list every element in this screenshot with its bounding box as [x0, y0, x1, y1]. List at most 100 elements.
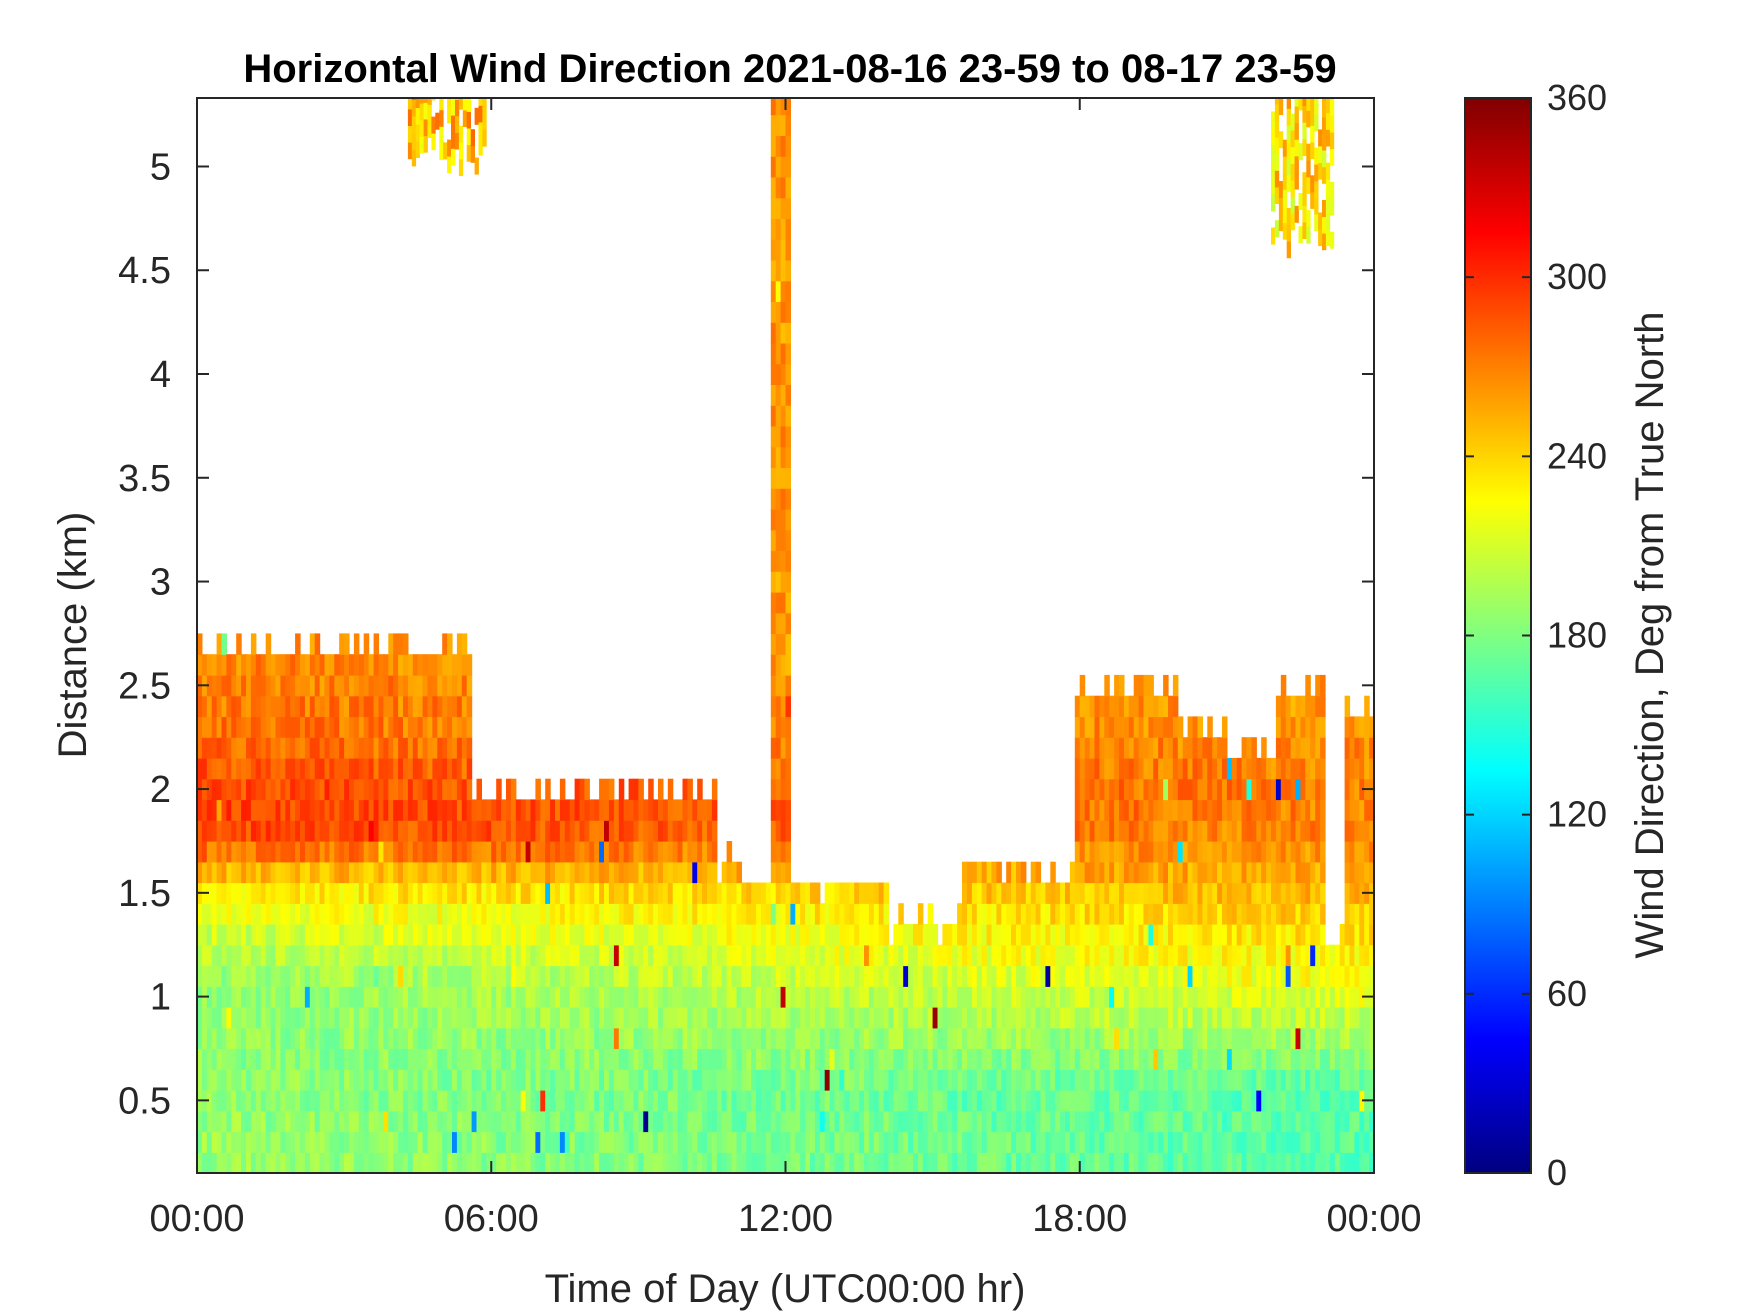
heatmap-cell [304, 674, 311, 697]
heatmap-cell [770, 841, 777, 863]
heatmap-cell [437, 1048, 443, 1070]
heatmap-cell [947, 1069, 953, 1091]
heatmap-cell [1271, 1027, 1277, 1050]
heatmap-cell [604, 820, 610, 842]
heatmap-cell [451, 148, 456, 166]
heatmap-cell [407, 109, 413, 126]
heatmap-cell [471, 944, 478, 967]
heatmap-cell [476, 944, 482, 967]
heatmap-cell [761, 1131, 767, 1153]
heatmap-cell [1344, 757, 1351, 780]
heatmap-cell [486, 903, 492, 925]
heatmap-cell [805, 1131, 811, 1153]
heatmap-cell [1177, 1027, 1184, 1050]
heatmap-cell [1202, 1152, 1208, 1173]
heatmap-cell [829, 944, 836, 967]
heatmap-cell [780, 488, 787, 510]
heatmap-cell [883, 1027, 890, 1050]
heatmap-cell [427, 674, 433, 697]
heatmap-cell [378, 674, 384, 697]
heatmap-cell [569, 986, 576, 1008]
heatmap-cell [731, 861, 738, 884]
heatmap-cell [756, 1069, 762, 1091]
heatmap-cell [1236, 1027, 1243, 1050]
heatmap-cell [638, 1131, 644, 1153]
heatmap-cell [378, 1027, 384, 1050]
heatmap-cell [589, 944, 595, 967]
heatmap-cell [1280, 674, 1287, 697]
heatmap-cell [814, 965, 821, 987]
heatmap-cell [726, 882, 733, 904]
heatmap-cell [952, 986, 958, 1008]
heatmap-cell [604, 861, 610, 884]
heatmap-cell [854, 1027, 860, 1050]
heatmap-cell [873, 924, 880, 946]
heatmap-cell [785, 612, 791, 635]
heatmap-cell [1187, 716, 1194, 738]
heatmap-cell [1241, 903, 1248, 925]
heatmap-cell [250, 986, 257, 1008]
heatmap-cell [1285, 1131, 1292, 1153]
heatmap-cell [211, 820, 218, 842]
heatmap-cell [775, 98, 782, 116]
heatmap-cell [849, 1027, 855, 1050]
heatmap-cell [1006, 1069, 1012, 1091]
heatmap-cell [962, 1007, 968, 1029]
heatmap-cell [461, 1131, 468, 1153]
heatmap-cell [1006, 1027, 1012, 1050]
heatmap-cell [378, 695, 384, 718]
heatmap-cell [241, 737, 247, 759]
heatmap-cell [476, 1048, 482, 1070]
heatmap-cell [540, 1069, 546, 1091]
heatmap-cell [201, 716, 208, 738]
heatmap-cell [1187, 1048, 1194, 1070]
heatmap-cell [741, 882, 747, 904]
heatmap-cell [295, 986, 301, 1008]
heatmap-cell [922, 986, 929, 1008]
heatmap-cell [231, 654, 237, 676]
heatmap-cell [761, 986, 767, 1008]
heatmap-cell [339, 633, 345, 655]
heatmap-cell [996, 1069, 1002, 1091]
heatmap-cell [456, 1110, 463, 1133]
heatmap-cell [716, 1069, 723, 1091]
heatmap-cell [726, 1007, 733, 1029]
heatmap-cell [770, 529, 777, 552]
heatmap-cell [971, 944, 978, 967]
heatmap-cell [702, 861, 708, 884]
heatmap-cell [574, 965, 581, 987]
heatmap-cell [231, 1131, 237, 1153]
heatmap-cell [800, 1048, 806, 1070]
heatmap-cell [349, 820, 355, 842]
heatmap-cell [1128, 882, 1135, 904]
heatmap-cell [231, 986, 237, 1008]
heatmap-cell [1138, 799, 1145, 821]
heatmap-cell [741, 965, 747, 987]
heatmap-cell [447, 799, 453, 821]
heatmap-cell [1315, 944, 1321, 967]
heatmap-cell [255, 986, 262, 1008]
heatmap-cell [201, 654, 208, 676]
heatmap-cell [1143, 944, 1149, 967]
heatmap-cell [1035, 1090, 1042, 1112]
heatmap-cell [393, 654, 399, 676]
heatmap-cell [839, 965, 845, 987]
heatmap-cell [260, 1090, 267, 1112]
heatmap-cell [1123, 820, 1130, 842]
heatmap-cell [236, 633, 242, 655]
heatmap-cell [1123, 1110, 1130, 1133]
heatmap-cell [1280, 903, 1287, 925]
heatmap-cell [471, 799, 478, 821]
heatmap-cell [260, 861, 267, 884]
heatmap-cell [1128, 965, 1135, 987]
heatmap-cell [638, 1069, 644, 1091]
heatmap-cell [682, 944, 688, 967]
heatmap-cell [574, 924, 581, 946]
heatmap-cell [1241, 1007, 1248, 1029]
heatmap-cell [1069, 1131, 1076, 1153]
heatmap-cell [353, 674, 360, 697]
heatmap-cell [496, 882, 502, 904]
heatmap-cell [795, 1152, 801, 1173]
heatmap-cell [672, 799, 679, 821]
heatmap-cell [1182, 965, 1189, 987]
